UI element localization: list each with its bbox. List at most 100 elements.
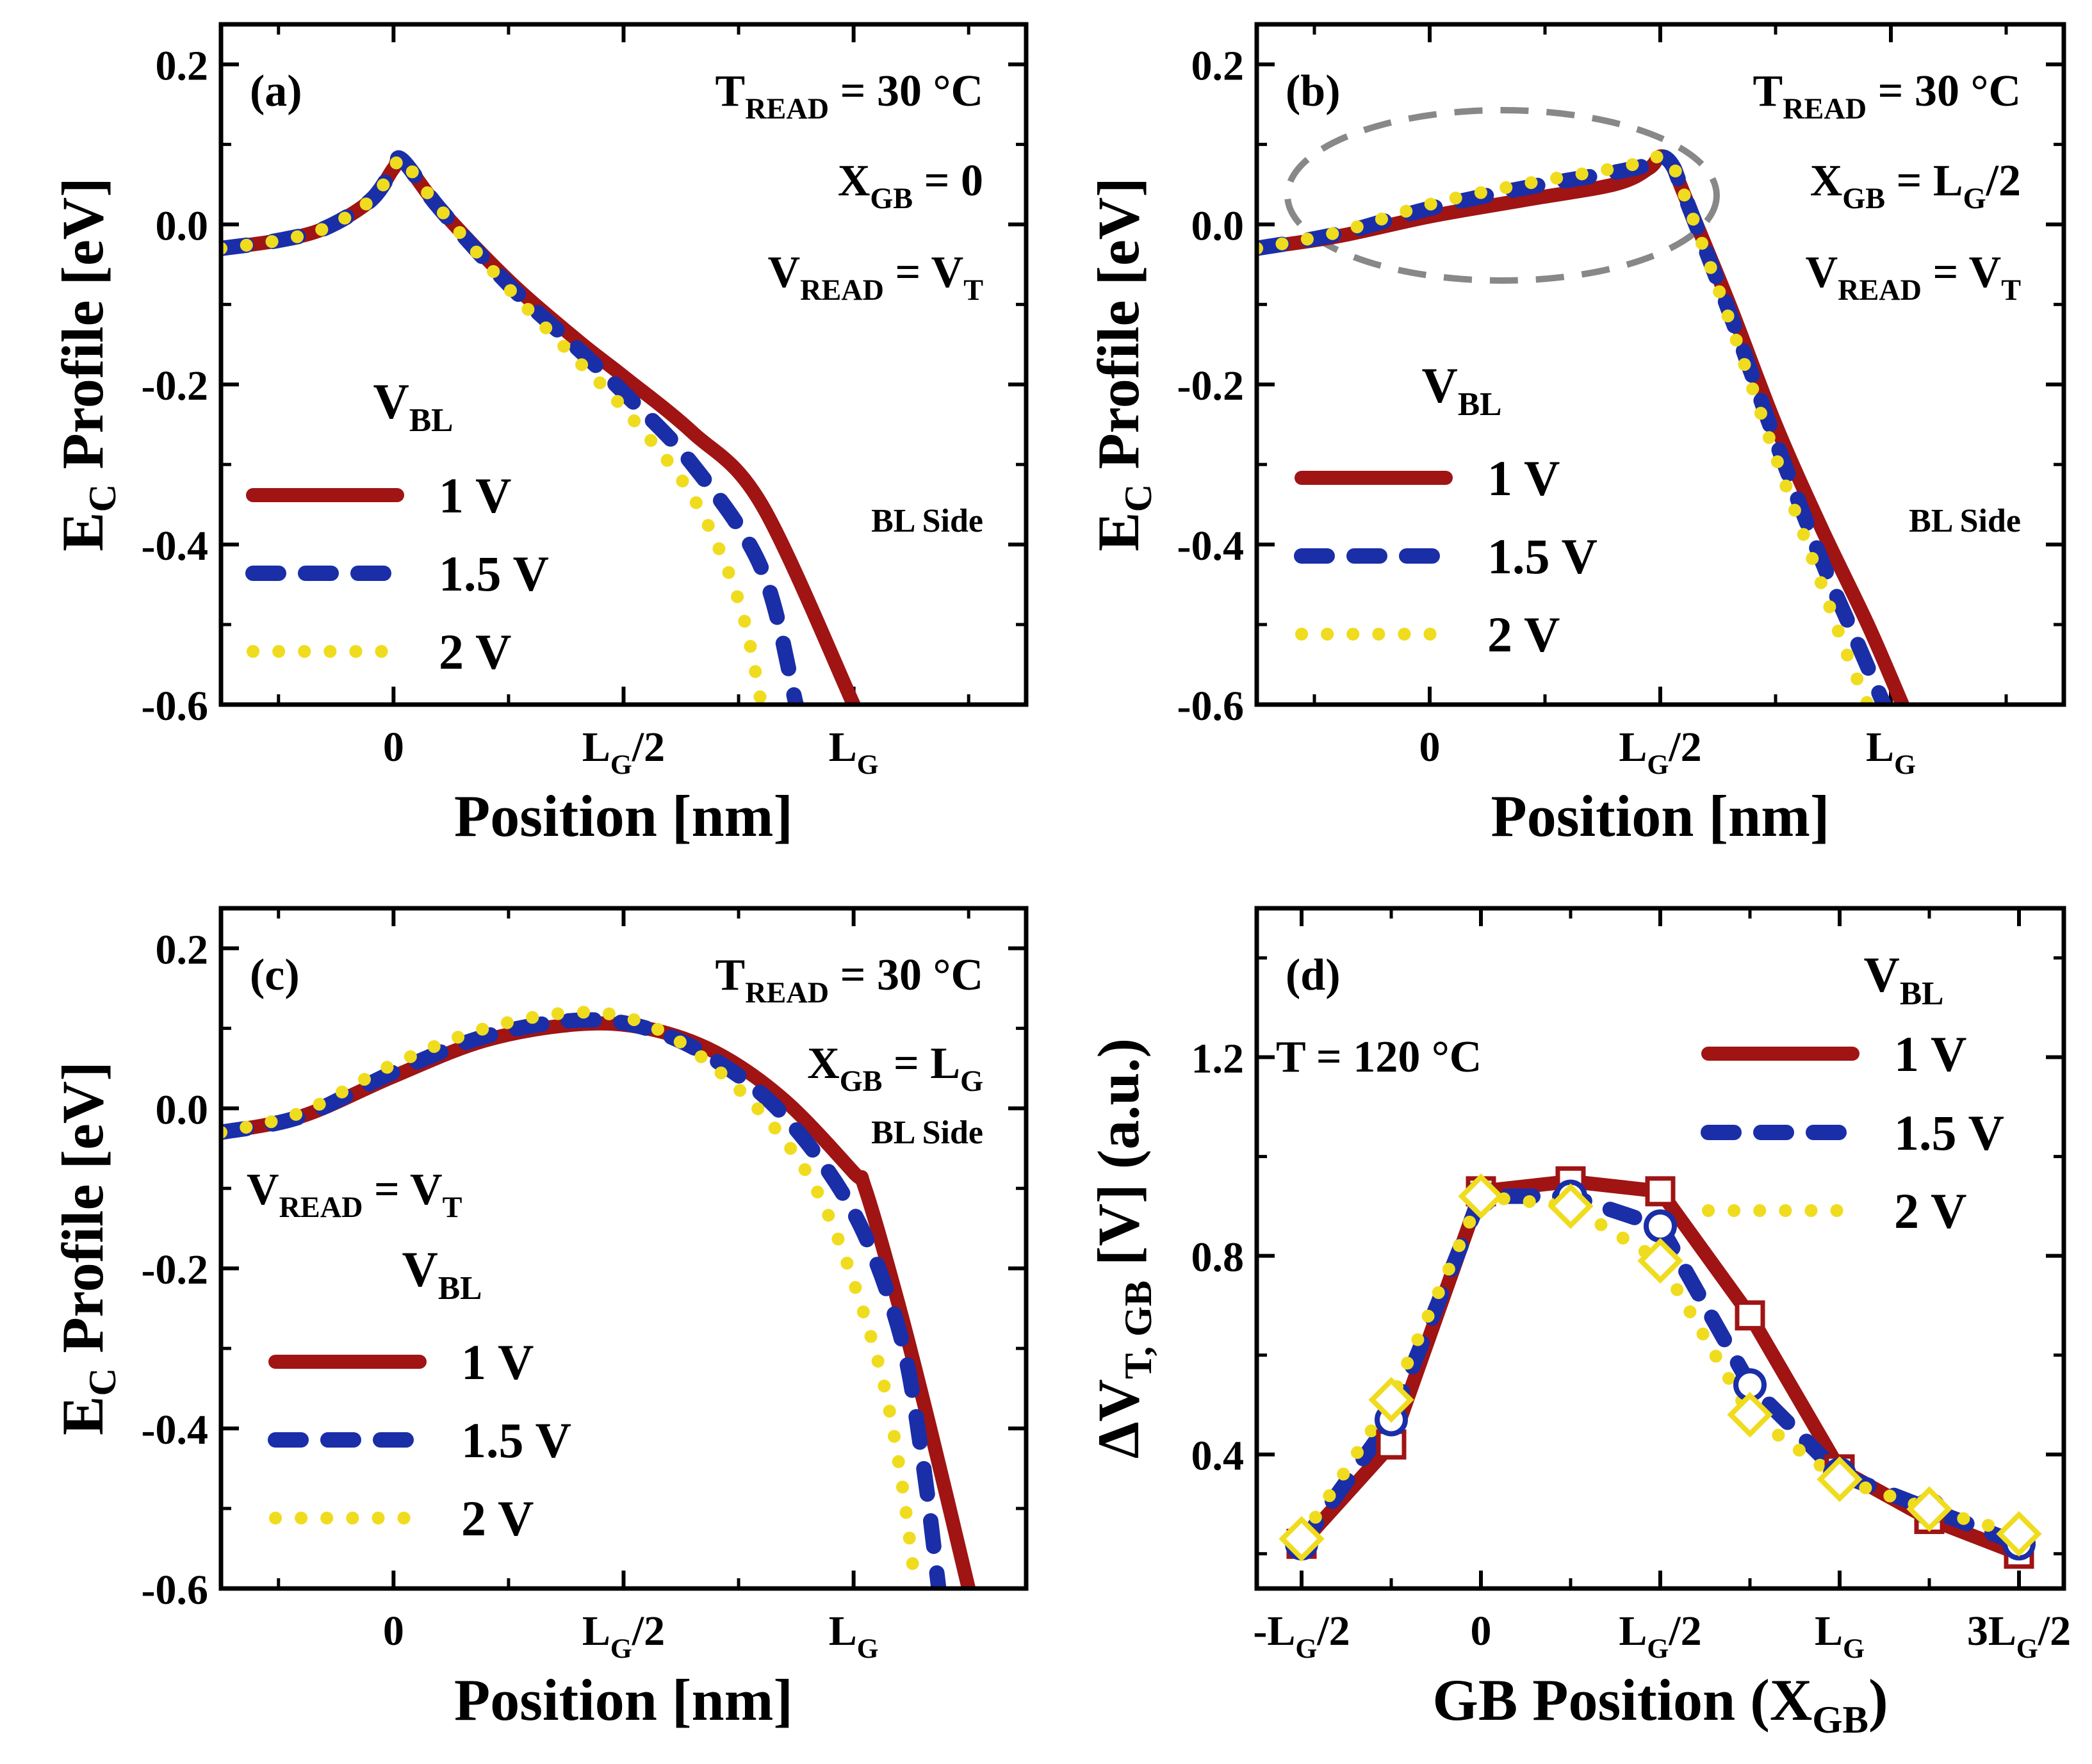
panel-c: (c) 0.2 0.0 -0.2 -0.4 -0.6 0 LG/2 LG Position [nm…: [50, 906, 1029, 1733]
y-tick-label: 0.0: [156, 202, 209, 249]
series-line-2V: [221, 1006, 922, 1588]
y-tick-label: -0.6: [142, 683, 208, 730]
bl-side-label: BL Side: [1909, 503, 2021, 539]
panel-a: (a) 0.2 0.0 -0.2 -0.4 -0.6 0 LG/2 LG Position [nm…: [50, 22, 1029, 849]
panel-d: (d) 1.2 0.8 0.4 -LG/2 0 LG/2 LG 3LG/2 GB Position…: [1086, 906, 2071, 1742]
x-tick-label: -LG/2: [1253, 1608, 1350, 1664]
y-axis-label: EC Profile [eV]: [50, 177, 124, 551]
plot-area: [1257, 149, 1909, 705]
annotation: VREAD = VT: [1806, 248, 2022, 306]
series-line-2V: [221, 151, 768, 705]
annotation: TREAD = 30 °C: [715, 67, 983, 125]
x-axis-label: Position [nm]: [1491, 783, 1830, 849]
annotation: VREAD = VT: [247, 1165, 462, 1223]
legend-label: 2 V: [439, 624, 511, 680]
y-tick-label: -0.2: [142, 363, 208, 409]
bl-side-label: BL Side: [871, 503, 983, 539]
annotation: TREAD = 30 °C: [715, 951, 983, 1009]
y-axis-label: EC Profile [eV]: [50, 1061, 124, 1435]
marker-diamond: [1368, 1376, 1414, 1423]
panel-tag: (d): [1286, 951, 1341, 1000]
marker-diamond: [1458, 1173, 1504, 1220]
y-tick-label: -0.4: [142, 523, 208, 569]
marker-diamond: [1996, 1511, 2042, 1557]
legend-label: 1 V: [461, 1334, 534, 1390]
panel-tag: (a): [250, 67, 302, 116]
y-tick-label: -0.2: [1177, 363, 1244, 409]
legend-label: 1.5 V: [1894, 1105, 2004, 1161]
plot-area: [221, 1006, 976, 1588]
y-tick-label: 0.2: [1191, 42, 1245, 89]
axes-frame: [1254, 22, 2066, 707]
marker-diamond: [1727, 1392, 1773, 1438]
axes-frame: [218, 22, 1029, 707]
x-tick-label: LG/2: [582, 1608, 665, 1664]
marker-diamond: [1906, 1486, 1952, 1532]
y-tick-label: -0.2: [142, 1246, 208, 1293]
y-tick-label: -0.6: [1177, 683, 1244, 730]
axes-frame: [1254, 906, 2066, 1591]
y-tick-label: -0.6: [142, 1567, 208, 1613]
marker-diamond: [1637, 1237, 1683, 1284]
annotation: XGB = LG/2: [1810, 156, 2021, 215]
x-tick-label: 3LG/2: [1967, 1608, 2071, 1664]
x-tick-label: LG/2: [1619, 1608, 1701, 1664]
marker-diamond: [1279, 1515, 1325, 1562]
legend-label: 2 V: [1487, 607, 1560, 662]
x-tick-label: LG/2: [582, 724, 665, 780]
annotation: XGB = 0: [838, 156, 983, 215]
legend-label: 1 V: [1487, 450, 1560, 506]
plot-area: [221, 150, 861, 705]
y-axis-label: ΔVT, GB [V] (a.u.): [1086, 1038, 1160, 1458]
annotation: T = 120 °C: [1276, 1033, 1482, 1082]
panel-tag: (b): [1286, 67, 1341, 116]
bl-side-label: BL Side: [871, 1115, 983, 1151]
y-tick-label: -0.4: [142, 1407, 208, 1453]
x-tick-label: 0: [383, 1608, 404, 1654]
y-tick-label: -0.4: [1177, 523, 1244, 569]
annotation: VREAD = VT: [768, 248, 984, 306]
x-tick-label: LG: [1815, 1608, 1865, 1664]
series-line-1p5V: [221, 1012, 947, 1588]
y-tick-label: 0.8: [1191, 1234, 1245, 1281]
x-axis-label: Position [nm]: [454, 783, 793, 849]
axes-frame: [218, 906, 1029, 1591]
x-tick-label: 0: [383, 724, 404, 771]
y-tick-label: 0.0: [156, 1086, 209, 1133]
y-tick-label: 0.2: [156, 42, 209, 89]
marker-square: [1645, 1176, 1676, 1207]
x-tick-label: LG/2: [1619, 724, 1701, 780]
x-tick-label: LG: [1866, 724, 1916, 780]
x-axis-label: GB Position (XGB): [1432, 1667, 1888, 1742]
x-tick-label: 0: [1471, 1608, 1492, 1654]
x-axis-label: Position [nm]: [454, 1667, 793, 1733]
y-tick-label: 0.4: [1191, 1433, 1245, 1480]
series-line-1V: [221, 151, 861, 705]
legend-title: VBL: [402, 1241, 482, 1307]
marker-diamond: [1817, 1456, 1863, 1503]
legend-label: 1.5 V: [461, 1412, 571, 1468]
plot-area: [1279, 1166, 2042, 1569]
marker-diamond: [1548, 1183, 1594, 1229]
legend-label: 1 V: [439, 468, 511, 523]
x-tick-label: 0: [1419, 724, 1441, 771]
legend-title: VBL: [1421, 357, 1501, 423]
x-tick-label: LG: [829, 1608, 879, 1664]
series-line-2V: [1257, 150, 1874, 705]
panel-tag: (c): [250, 951, 300, 1000]
series-line-1V: [1257, 149, 1909, 705]
legend-label: 2 V: [1894, 1183, 1966, 1239]
legend-label: 2 V: [461, 1490, 534, 1546]
legend-label: 1 V: [1894, 1026, 1966, 1082]
legend-title: VBL: [1863, 947, 1943, 1012]
panel-b: (b) 0.2 0.0 -0.2 -0.4 -0.6 0 LG/2 LG Position [nm…: [1086, 22, 2066, 849]
y-tick-label: 0.2: [156, 926, 209, 973]
marker-square: [1735, 1300, 1765, 1331]
highlight-ellipse: [1284, 107, 1720, 284]
x-tick-label: LG: [829, 724, 879, 780]
legend-label: 1.5 V: [439, 546, 549, 601]
annotation: TREAD = 30 °C: [1753, 67, 2021, 125]
marker-circle: [1644, 1209, 1677, 1243]
y-tick-label: 1.2: [1191, 1036, 1245, 1082]
legend-label: 1.5 V: [1487, 528, 1598, 584]
